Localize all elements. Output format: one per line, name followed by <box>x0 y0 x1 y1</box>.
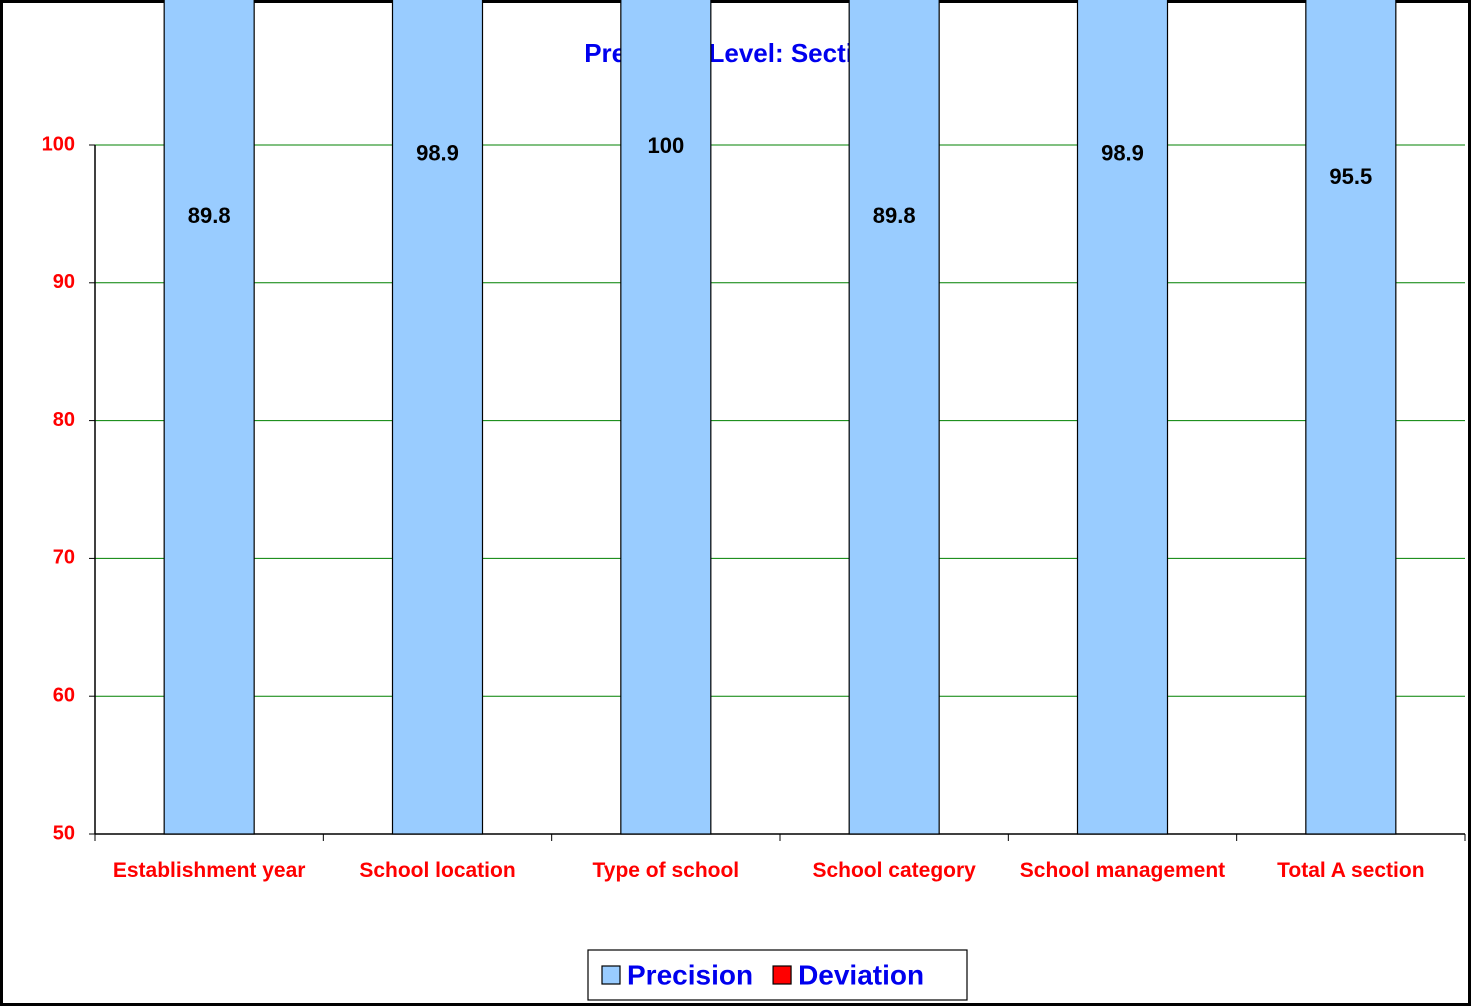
bar-segment <box>391 0 484 835</box>
bar-segment <box>620 0 712 835</box>
data-label: 95.5 <box>1329 164 1372 189</box>
x-tick-label: School location <box>359 859 516 882</box>
x-tick-label: Total A section <box>1277 859 1425 882</box>
data-label: 89.8 <box>188 203 231 228</box>
data-label: 100 <box>647 133 684 158</box>
x-tick-label: School management <box>1019 859 1226 882</box>
bar-segment <box>848 0 940 835</box>
x-tick-label: Establishment year <box>112 859 306 882</box>
data-label: 98.9 <box>416 140 459 165</box>
legend-label: Deviation <box>798 959 924 990</box>
legend-swatch <box>601 965 621 985</box>
y-tick-label: 90 <box>53 271 75 293</box>
data-label: 89.8 <box>873 203 916 228</box>
legend-swatch <box>772 965 792 985</box>
bar-segment <box>163 0 255 835</box>
y-tick-label: 80 <box>53 409 75 431</box>
data-label: 98.9 <box>1101 140 1144 165</box>
y-tick-label: 70 <box>53 547 75 569</box>
legend-label: Precision <box>627 959 753 990</box>
bar-segment <box>1305 0 1397 835</box>
y-tick-label: 50 <box>53 822 75 844</box>
x-tick-label: Type of school <box>592 859 740 882</box>
y-tick-label: 60 <box>53 684 75 706</box>
y-tick-label: 100 <box>42 133 75 155</box>
bar-segment <box>1076 0 1169 835</box>
x-tick-label: School category <box>812 859 976 882</box>
